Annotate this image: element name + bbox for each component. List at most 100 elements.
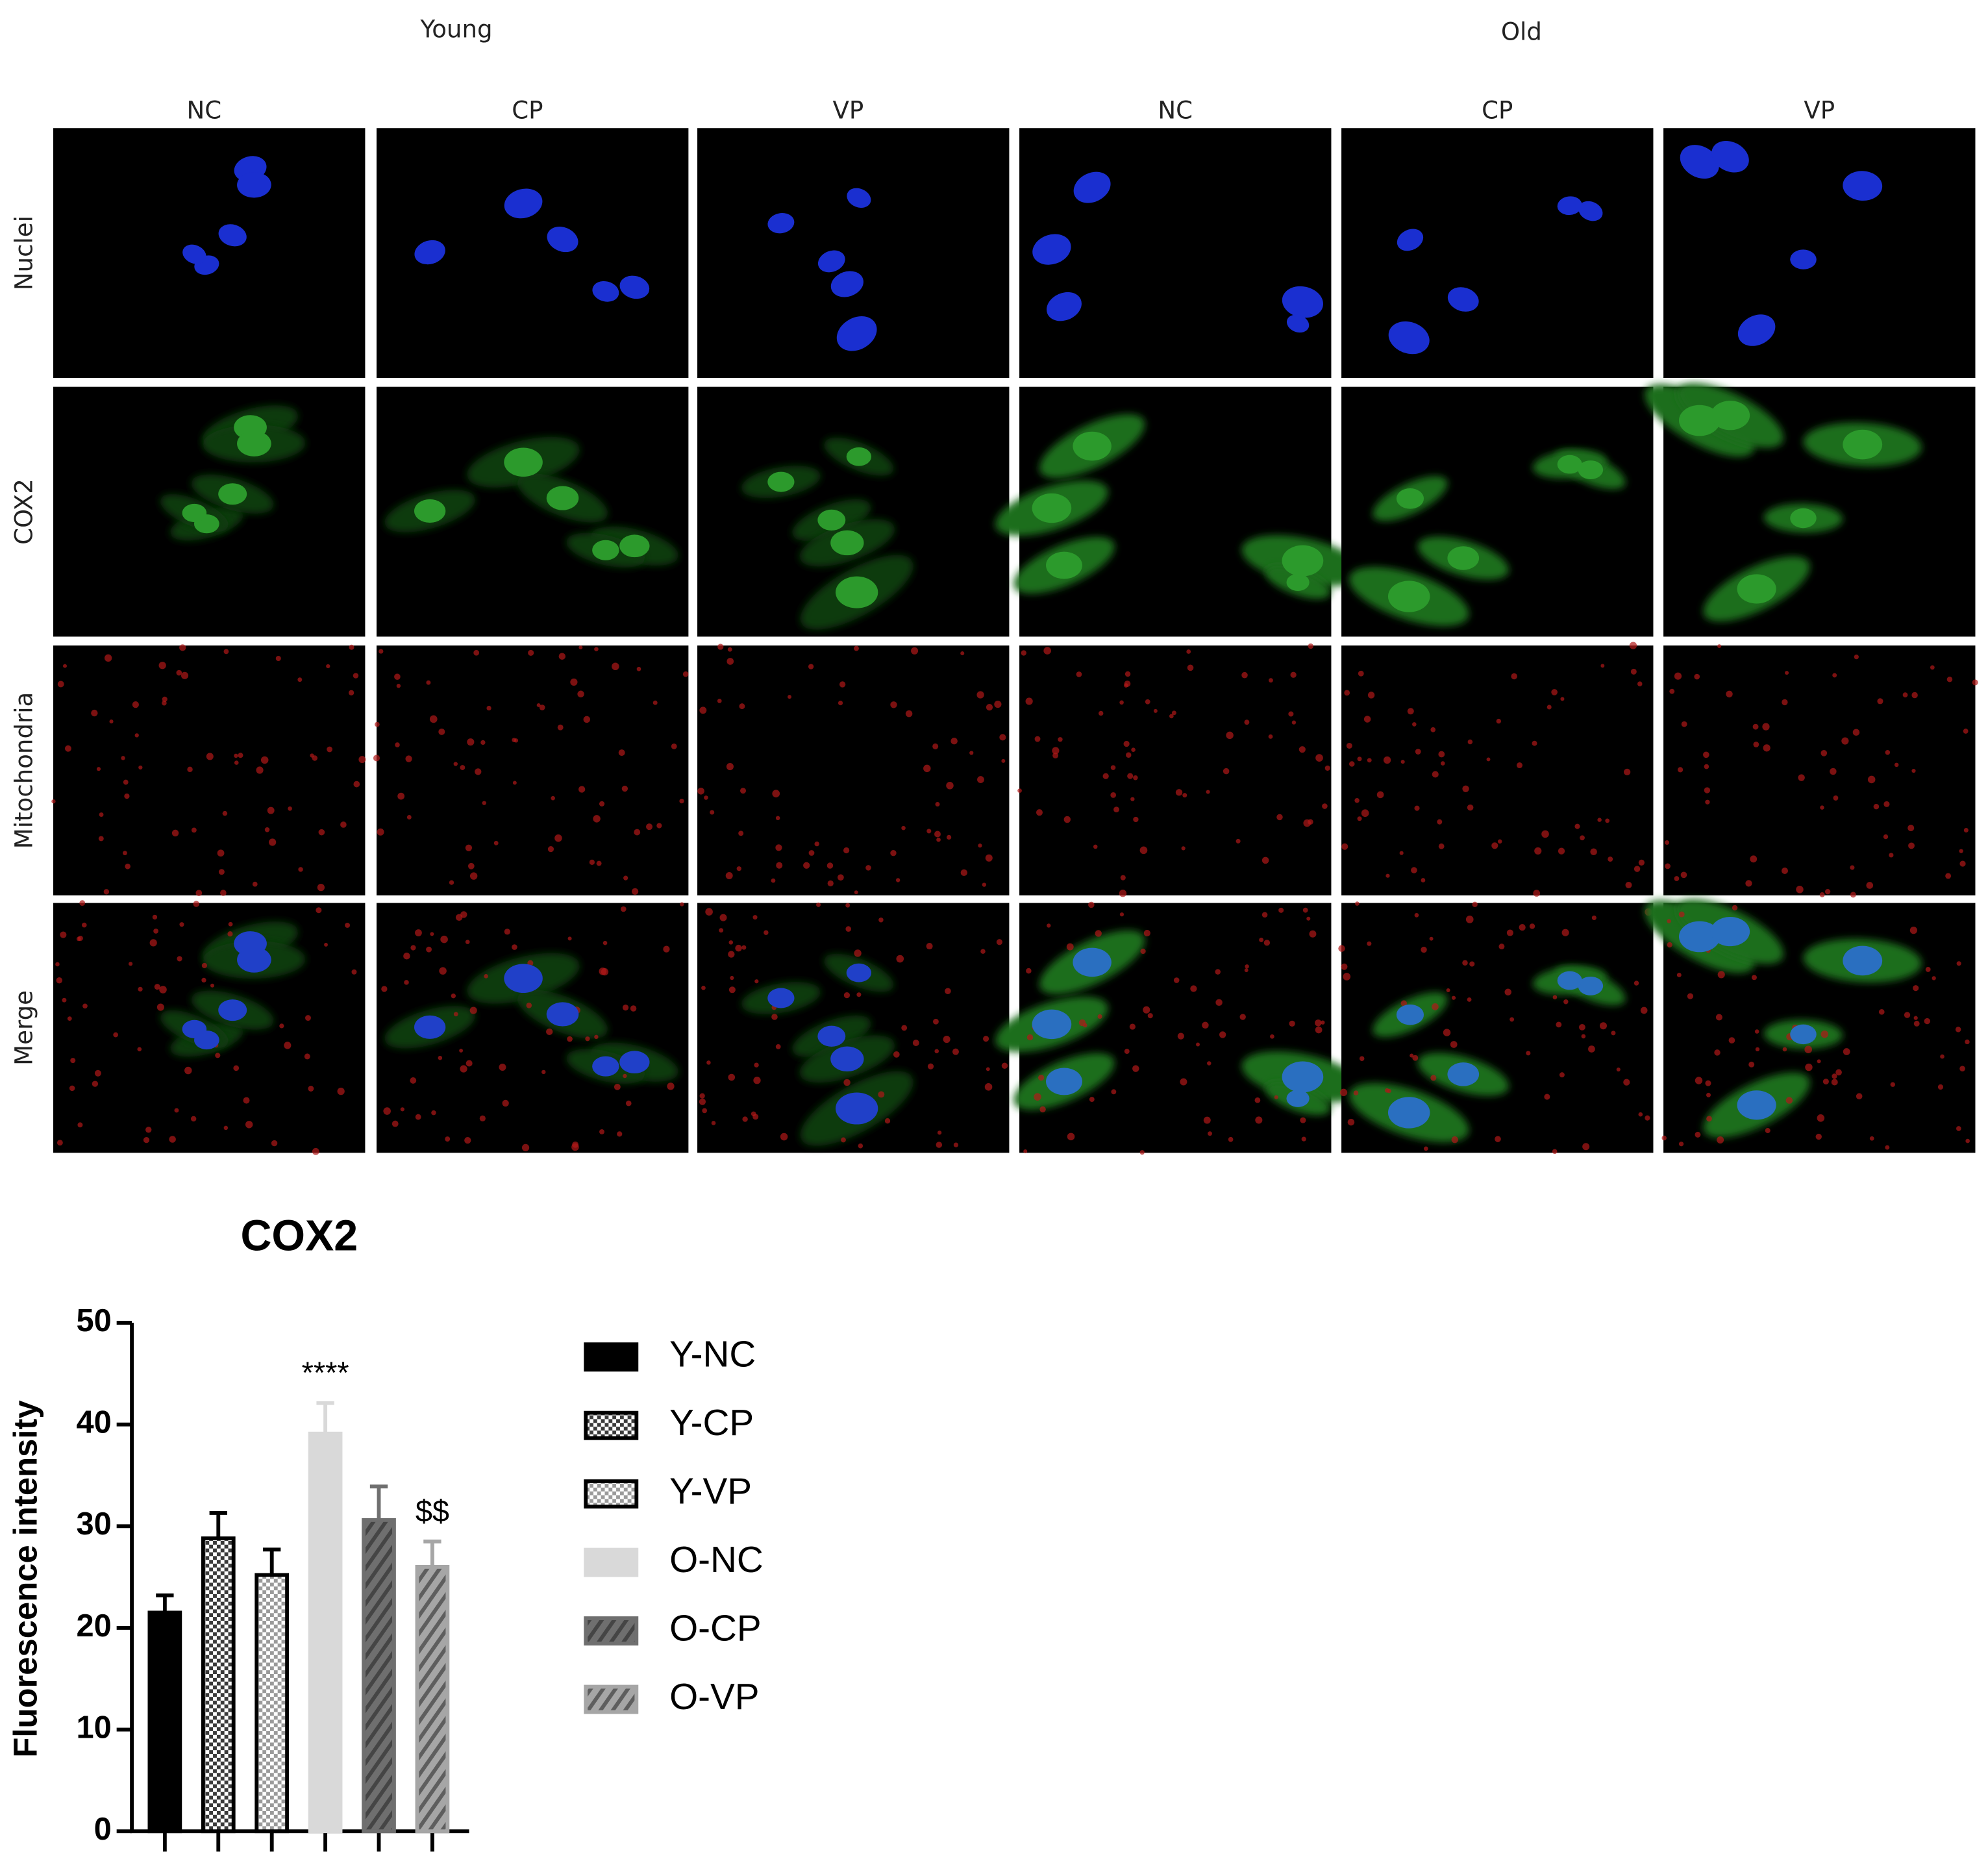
- mito: [1341, 963, 1348, 970]
- mito: [1089, 1097, 1095, 1103]
- mito: [1924, 1018, 1931, 1025]
- mito: [176, 669, 182, 676]
- nucleus: [1578, 976, 1604, 995]
- mito: [1820, 1031, 1829, 1038]
- mito: [1097, 1014, 1102, 1019]
- micrograph-content: [1032, 171, 1323, 333]
- mito: [826, 862, 834, 869]
- mito: [512, 944, 517, 950]
- mito: [753, 1077, 761, 1084]
- mito: [1465, 915, 1474, 923]
- mito: [143, 1136, 150, 1144]
- mito: [1139, 846, 1148, 855]
- mito: [1298, 746, 1306, 753]
- mito: [1358, 670, 1364, 677]
- mito: [856, 992, 862, 997]
- mito: [1423, 1146, 1428, 1151]
- nucleus: [835, 1092, 878, 1125]
- mito: [1215, 999, 1223, 1007]
- mito: [353, 673, 359, 679]
- mito: [193, 901, 200, 907]
- mito: [243, 1097, 250, 1104]
- mito: [158, 662, 166, 669]
- mito: [719, 928, 724, 933]
- mito: [945, 988, 951, 995]
- mito: [1705, 799, 1710, 805]
- nucleus: [1843, 171, 1883, 201]
- mito: [1132, 1065, 1139, 1072]
- mito: [578, 786, 586, 793]
- mito: [752, 915, 758, 920]
- mito: [1263, 940, 1271, 946]
- mito: [603, 940, 608, 945]
- mito: [190, 1116, 197, 1122]
- mito: [1289, 1020, 1295, 1027]
- mito: [1796, 886, 1804, 894]
- mito: [1638, 1112, 1643, 1117]
- mito: [570, 678, 578, 686]
- mito: [1361, 809, 1369, 818]
- mito: [1432, 771, 1439, 778]
- mito: [841, 1137, 846, 1143]
- mito: [56, 977, 63, 984]
- mito: [469, 872, 478, 880]
- mito: [351, 969, 357, 975]
- mito: [206, 753, 214, 760]
- mito: [1516, 762, 1522, 769]
- mito: [1541, 830, 1549, 838]
- mito: [772, 790, 780, 797]
- mito: [1506, 929, 1513, 936]
- mito: [982, 882, 987, 887]
- mito: [843, 1079, 851, 1086]
- mito: [960, 651, 965, 656]
- mito: [410, 945, 416, 951]
- mito: [1411, 867, 1417, 873]
- mito: [1001, 758, 1006, 763]
- mito: [1781, 867, 1788, 874]
- micrograph-content: [51, 644, 366, 897]
- mito: [1705, 1080, 1711, 1086]
- mito: [541, 1069, 546, 1075]
- mito: [264, 827, 270, 832]
- y-tick-label: 30: [77, 1507, 112, 1542]
- mito: [593, 815, 601, 823]
- mito: [1143, 929, 1150, 937]
- mito: [854, 890, 858, 895]
- nucleus: [414, 240, 445, 265]
- mito: [484, 973, 488, 979]
- mito: [984, 1083, 993, 1091]
- nucleus: [817, 509, 846, 531]
- bar: [415, 1564, 450, 1834]
- mito: [1177, 1032, 1184, 1040]
- mito: [1339, 1088, 1348, 1097]
- legend-swatch: [584, 1410, 639, 1440]
- micrograph-content: [414, 188, 650, 302]
- nucleus: [237, 947, 271, 973]
- mito: [735, 944, 742, 952]
- mito: [1438, 751, 1445, 758]
- mito: [1753, 742, 1759, 747]
- nucleus: [1710, 401, 1750, 431]
- mito: [730, 975, 734, 981]
- legend-swatch: [584, 1479, 639, 1509]
- mito: [1890, 1082, 1895, 1087]
- mito: [467, 738, 475, 746]
- mito: [577, 690, 584, 698]
- mito: [631, 888, 639, 895]
- mito: [1678, 1142, 1684, 1147]
- mito: [1534, 847, 1542, 855]
- mito: [340, 821, 347, 828]
- mito: [776, 862, 783, 869]
- mito: [599, 1129, 604, 1134]
- mito: [1869, 1136, 1874, 1141]
- mito: [129, 962, 133, 966]
- mito: [1909, 927, 1917, 934]
- nucleus: [1711, 141, 1749, 173]
- nucleus: [846, 963, 872, 982]
- mito: [1415, 749, 1421, 755]
- mito: [379, 649, 384, 654]
- mito: [1640, 1007, 1648, 1014]
- mito: [1519, 923, 1526, 931]
- mito: [1911, 692, 1918, 699]
- mito: [702, 1108, 708, 1114]
